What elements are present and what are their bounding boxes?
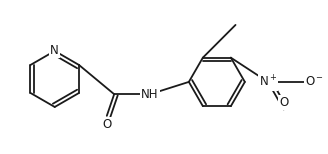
Text: O: O [102,118,112,131]
Text: N$^+$: N$^+$ [259,74,277,90]
Text: N: N [51,45,59,57]
Text: O$^-$: O$^-$ [305,75,324,88]
Text: O: O [279,96,288,109]
Text: NH: NH [141,88,159,101]
